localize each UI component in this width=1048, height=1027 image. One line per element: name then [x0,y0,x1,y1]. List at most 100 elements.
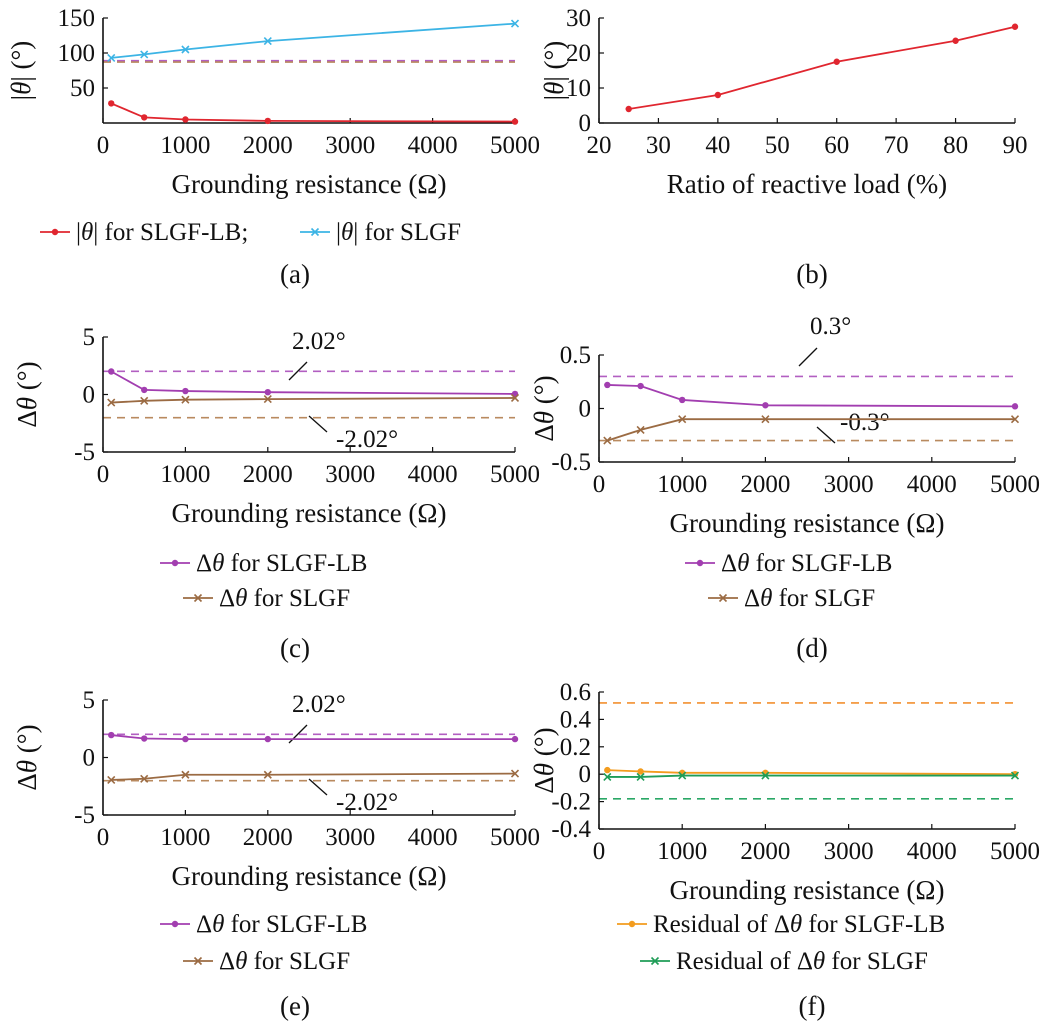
legend-label: Δθ for SLGF [219,585,350,612]
legend-marker [193,956,203,966]
panel-caption: (b) [796,259,827,289]
y-tick-label: 100 [58,40,96,67]
data-point [762,402,769,409]
x-tick-label: 20 [587,132,612,159]
x-tick-label: 60 [824,132,849,159]
annotation-leader [798,347,818,367]
y-tick-label: -0.2 [551,789,591,816]
x-tick-label: 5000 [490,132,540,159]
x-tick-label: 30 [646,132,671,159]
data-point [263,770,272,779]
x-tick-label: 4000 [408,461,458,488]
legend-label: Δθ for SLGF-LB [196,911,367,938]
panel-caption: (d) [796,633,827,663]
data-point [636,425,645,434]
chart-f: 0 1000 2000 3000 4000 5000-0.4-0.200.20.40.6G… [529,679,1040,1021]
series-line [607,774,1015,778]
data-point [678,771,687,780]
x-tick-label: 0 [97,461,110,488]
legend-entry: Δθ for SLGF [708,585,875,612]
x-tick-label: 0 [97,132,110,159]
x-tick-label: 80 [943,132,968,159]
x-tick-label: 1000 [160,461,210,488]
x-axis-label: Grounding resistance (Ω) [670,508,945,538]
x-tick-label: 5000 [990,838,1040,865]
data-point [511,735,519,743]
data-point [1011,403,1019,410]
legend-marker [193,593,203,603]
series-1 [604,381,1019,410]
legend-entry: Residual of Δθ for SLGF [640,948,928,975]
x-tick-label: 4000 [907,838,957,865]
legend-marker [628,920,636,928]
legend-label: Residual of Δθ for SLGF [676,948,928,975]
x-axis-label: Ratio of reactive load (%) [667,169,947,199]
chart-a: 0 1000 2000 3000 4000 5000 50 100 150 Grounding r… [6,5,540,289]
y-tick-label: -5 [74,439,95,466]
legend-marker [171,920,179,928]
series-line [110,102,516,123]
panel-caption: (f) [799,991,826,1021]
y-tick-label: -0.4 [551,816,591,843]
x-tick-label: 3000 [325,824,375,851]
data-point [603,772,612,782]
panel-caption: (c) [280,633,310,663]
legend-entry: |θ| for SLGF-LB; [40,219,248,246]
legend-label: Residual of Δθ for SLGF-LB [653,911,945,938]
series-line [111,772,516,781]
data-point [264,389,271,396]
data-point [761,415,770,424]
legend-entry: Δθ for SLGF-LB [160,550,367,577]
series-2 [603,771,1020,782]
x-tick-label: 1000 [657,471,707,498]
chart-c: 2.02°-2.02°0 1000 2000 3000 4000 5000-505Grou… [12,324,540,663]
data-point [108,368,115,375]
data-point [625,105,632,113]
y-tick-label: -5 [74,802,95,829]
annotation-leader [816,426,836,444]
y-tick-label: 0 [579,396,592,423]
series-line [110,370,516,395]
legend-entry: Δθ for SLGF [183,585,350,612]
x-tick-label: 3000 [824,471,874,498]
x-tick-label: 0 [593,838,606,865]
data-point [637,382,644,390]
y-tick-label: 0.2 [560,734,591,761]
x-tick-label: 2000 [243,824,293,851]
data-point [107,775,116,784]
y-tick-label: 0 [579,761,592,788]
legend-marker [171,559,179,567]
x-tick-label: 5000 [490,461,540,488]
x-tick-label: 2000 [740,838,790,865]
x-tick-label: 90 [1003,132,1028,159]
data-point [603,436,612,445]
legend-marker [51,228,59,236]
series-line [607,418,1015,442]
reference-label: 2.02° [292,328,346,355]
data-point [604,381,611,389]
x-tick-label: 2000 [243,132,293,159]
data-point [761,771,770,780]
series-line [111,397,516,404]
series-2 [107,19,520,62]
y-tick-label: 150 [58,5,96,32]
y-tick-label: 20 [566,40,591,67]
data-point [678,415,687,424]
series-2 [107,769,520,784]
data-point [108,731,115,739]
chart-b: 20 30 40 50 60 70 80 90 0 10 20 30 Ratio of reactive… [539,5,1028,289]
data-point [141,386,148,394]
series-line [111,22,516,59]
legend-label: Δθ for SLGF-LB [196,550,367,577]
data-point [140,396,149,405]
data-point [604,766,611,774]
x-tick-label: 3000 [325,461,375,488]
legend-entry: Δθ for SLGF [183,948,350,975]
legend-marker [718,593,728,603]
data-point [510,19,520,28]
x-tick-label: 1000 [160,824,210,851]
x-tick-label: 3000 [325,132,375,159]
data-point [141,114,148,121]
y-tick-label: 0.6 [560,679,591,706]
